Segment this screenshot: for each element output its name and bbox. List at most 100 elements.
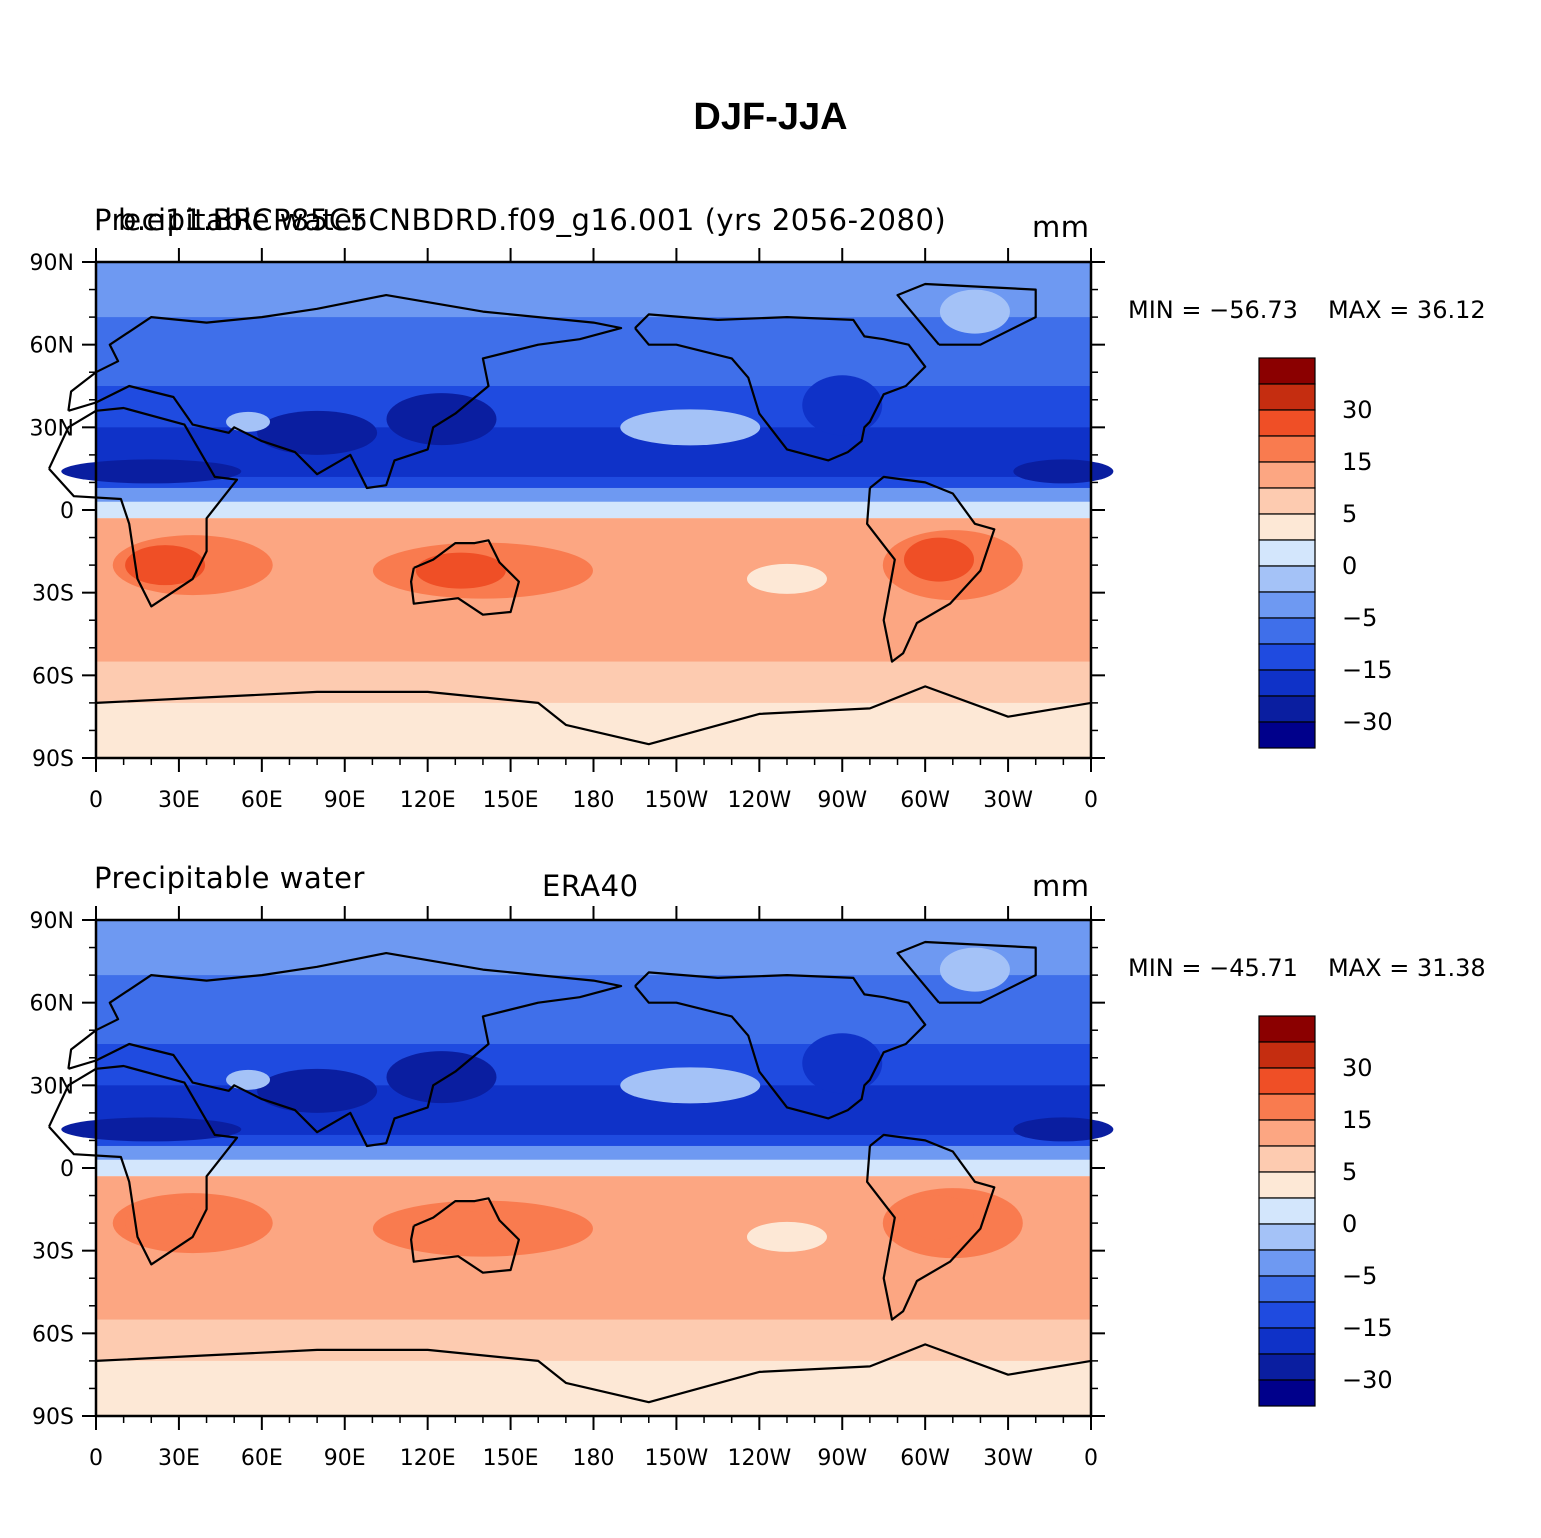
- colorbar-swatch: [1258, 435, 1316, 463]
- panel-units-label: mm: [1032, 210, 1090, 244]
- coastline: [48, 406, 239, 608]
- y-tick-label: 30N: [30, 1074, 74, 1099]
- field-core: [386, 393, 497, 446]
- colorbar-label: −30: [1342, 708, 1393, 736]
- coastline: [95, 1343, 1092, 1404]
- colorbar-swatch: [1258, 617, 1316, 645]
- colorbar: 30 15 5 0 −5 −15 −30: [1258, 357, 1393, 749]
- axes: 0 30E 60E 90E 120E 150E 180 150W 120W 90W 60W 30W 09…: [30, 906, 1105, 1471]
- x-tick-label: 30W: [983, 1446, 1033, 1471]
- y-tick-label: 90S: [32, 1405, 74, 1430]
- field-band: [96, 1159, 1091, 1177]
- colorbar-swatch: [1258, 1327, 1316, 1355]
- field-core: [1013, 459, 1114, 484]
- coastline: [410, 539, 520, 616]
- colorbar-swatch: [1258, 1353, 1316, 1381]
- x-tick-label: 60E: [241, 1446, 283, 1471]
- colorbar-swatch: [1258, 1171, 1316, 1199]
- colorbar-label: 0: [1342, 552, 1357, 580]
- colorbar-label: −5: [1342, 604, 1377, 632]
- x-tick-label: 30E: [158, 788, 200, 813]
- colorbar-label: 30: [1342, 1054, 1373, 1082]
- field-patch: [226, 411, 271, 432]
- x-tick-label: 90W: [817, 788, 867, 813]
- x-tick-label: 0: [89, 1446, 103, 1471]
- y-tick-label: 90N: [30, 251, 74, 276]
- panel-center-label: ERA40: [542, 869, 639, 903]
- field-core: [257, 410, 378, 455]
- field-core: [415, 1210, 506, 1247]
- field-core: [1013, 1117, 1114, 1142]
- coastlines: [48, 940, 1092, 1404]
- field-patch: [939, 289, 1010, 334]
- field-patch: [620, 1067, 761, 1104]
- colorbar-swatch: [1258, 539, 1316, 567]
- colorbar-swatch: [1258, 643, 1316, 671]
- field-core: [802, 375, 883, 436]
- panel-min-label: MIN = −56.73: [1128, 296, 1298, 324]
- precipitable-water-field: [61, 920, 1114, 1416]
- y-tick-label: 60S: [32, 664, 74, 689]
- x-tick-label: 90E: [324, 1446, 366, 1471]
- colorbar-swatch: [1258, 1301, 1316, 1329]
- field-core: [125, 545, 206, 586]
- x-tick-label: 150E: [483, 1446, 539, 1471]
- y-tick-label: 60N: [30, 992, 74, 1017]
- colorbar-swatch: [1258, 513, 1316, 541]
- field-patch: [746, 1221, 827, 1252]
- colorbar-swatch: [1258, 669, 1316, 697]
- x-tick-label: 120W: [727, 788, 791, 813]
- x-tick-label: 60W: [900, 1446, 950, 1471]
- colorbar-swatch: [1258, 591, 1316, 619]
- coastline: [634, 971, 927, 1120]
- x-tick-label: 90E: [324, 788, 366, 813]
- colorbar-label: −15: [1342, 656, 1393, 684]
- y-tick-label: 30S: [32, 1240, 74, 1265]
- x-tick-label: 180: [573, 1446, 615, 1471]
- x-tick-label: 0: [1084, 788, 1098, 813]
- x-tick-label: 150E: [483, 788, 539, 813]
- coastline: [896, 940, 1037, 1004]
- colorbar-swatch: [1258, 461, 1316, 489]
- colorbar-swatch: [1258, 357, 1316, 385]
- colorbar-swatch: [1258, 1041, 1316, 1069]
- field-core: [415, 552, 506, 589]
- y-tick-label: 30N: [30, 416, 74, 441]
- x-tick-label: 0: [1084, 1446, 1098, 1471]
- x-tick-label: 60W: [900, 788, 950, 813]
- colorbar-label: 30: [1342, 396, 1373, 424]
- coastline: [634, 313, 927, 462]
- colorbar-swatch: [1258, 565, 1316, 593]
- field-patch: [939, 947, 1010, 992]
- x-tick-label: 150W: [645, 788, 709, 813]
- panel-units-label: mm: [1032, 869, 1090, 903]
- y-tick-label: 0: [60, 499, 74, 524]
- field-core: [61, 1117, 242, 1142]
- colorbar-label: 15: [1342, 448, 1373, 476]
- coastline: [866, 475, 996, 663]
- x-tick-label: 120E: [400, 788, 456, 813]
- y-tick-label: 0: [60, 1157, 74, 1182]
- colorbar-swatch: [1258, 721, 1316, 749]
- panel-min-label: MIN = −45.71: [1128, 954, 1298, 982]
- x-tick-label: 30E: [158, 1446, 200, 1471]
- field-core: [802, 1033, 883, 1094]
- panel-max-label: MAX = 36.12: [1328, 296, 1486, 324]
- x-tick-label: 120W: [727, 1446, 791, 1471]
- field-core: [125, 1203, 206, 1244]
- x-tick-label: 150W: [645, 1446, 709, 1471]
- coastline: [896, 282, 1037, 346]
- panel-max-label: MAX = 31.38: [1328, 954, 1486, 982]
- field-patch: [746, 563, 827, 594]
- y-tick-label: 90N: [30, 909, 74, 934]
- colorbar-label: 5: [1342, 1158, 1357, 1186]
- colorbar-swatch: [1258, 1379, 1316, 1407]
- field-band: [96, 427, 1091, 477]
- x-tick-label: 90W: [817, 1446, 867, 1471]
- field-band: [96, 501, 1091, 519]
- colorbar-label: 0: [1342, 1210, 1357, 1238]
- field-patch: [226, 1069, 271, 1090]
- field-core: [386, 1051, 497, 1104]
- precipitable-water-field: [61, 262, 1114, 758]
- colorbar-label: −30: [1342, 1366, 1393, 1394]
